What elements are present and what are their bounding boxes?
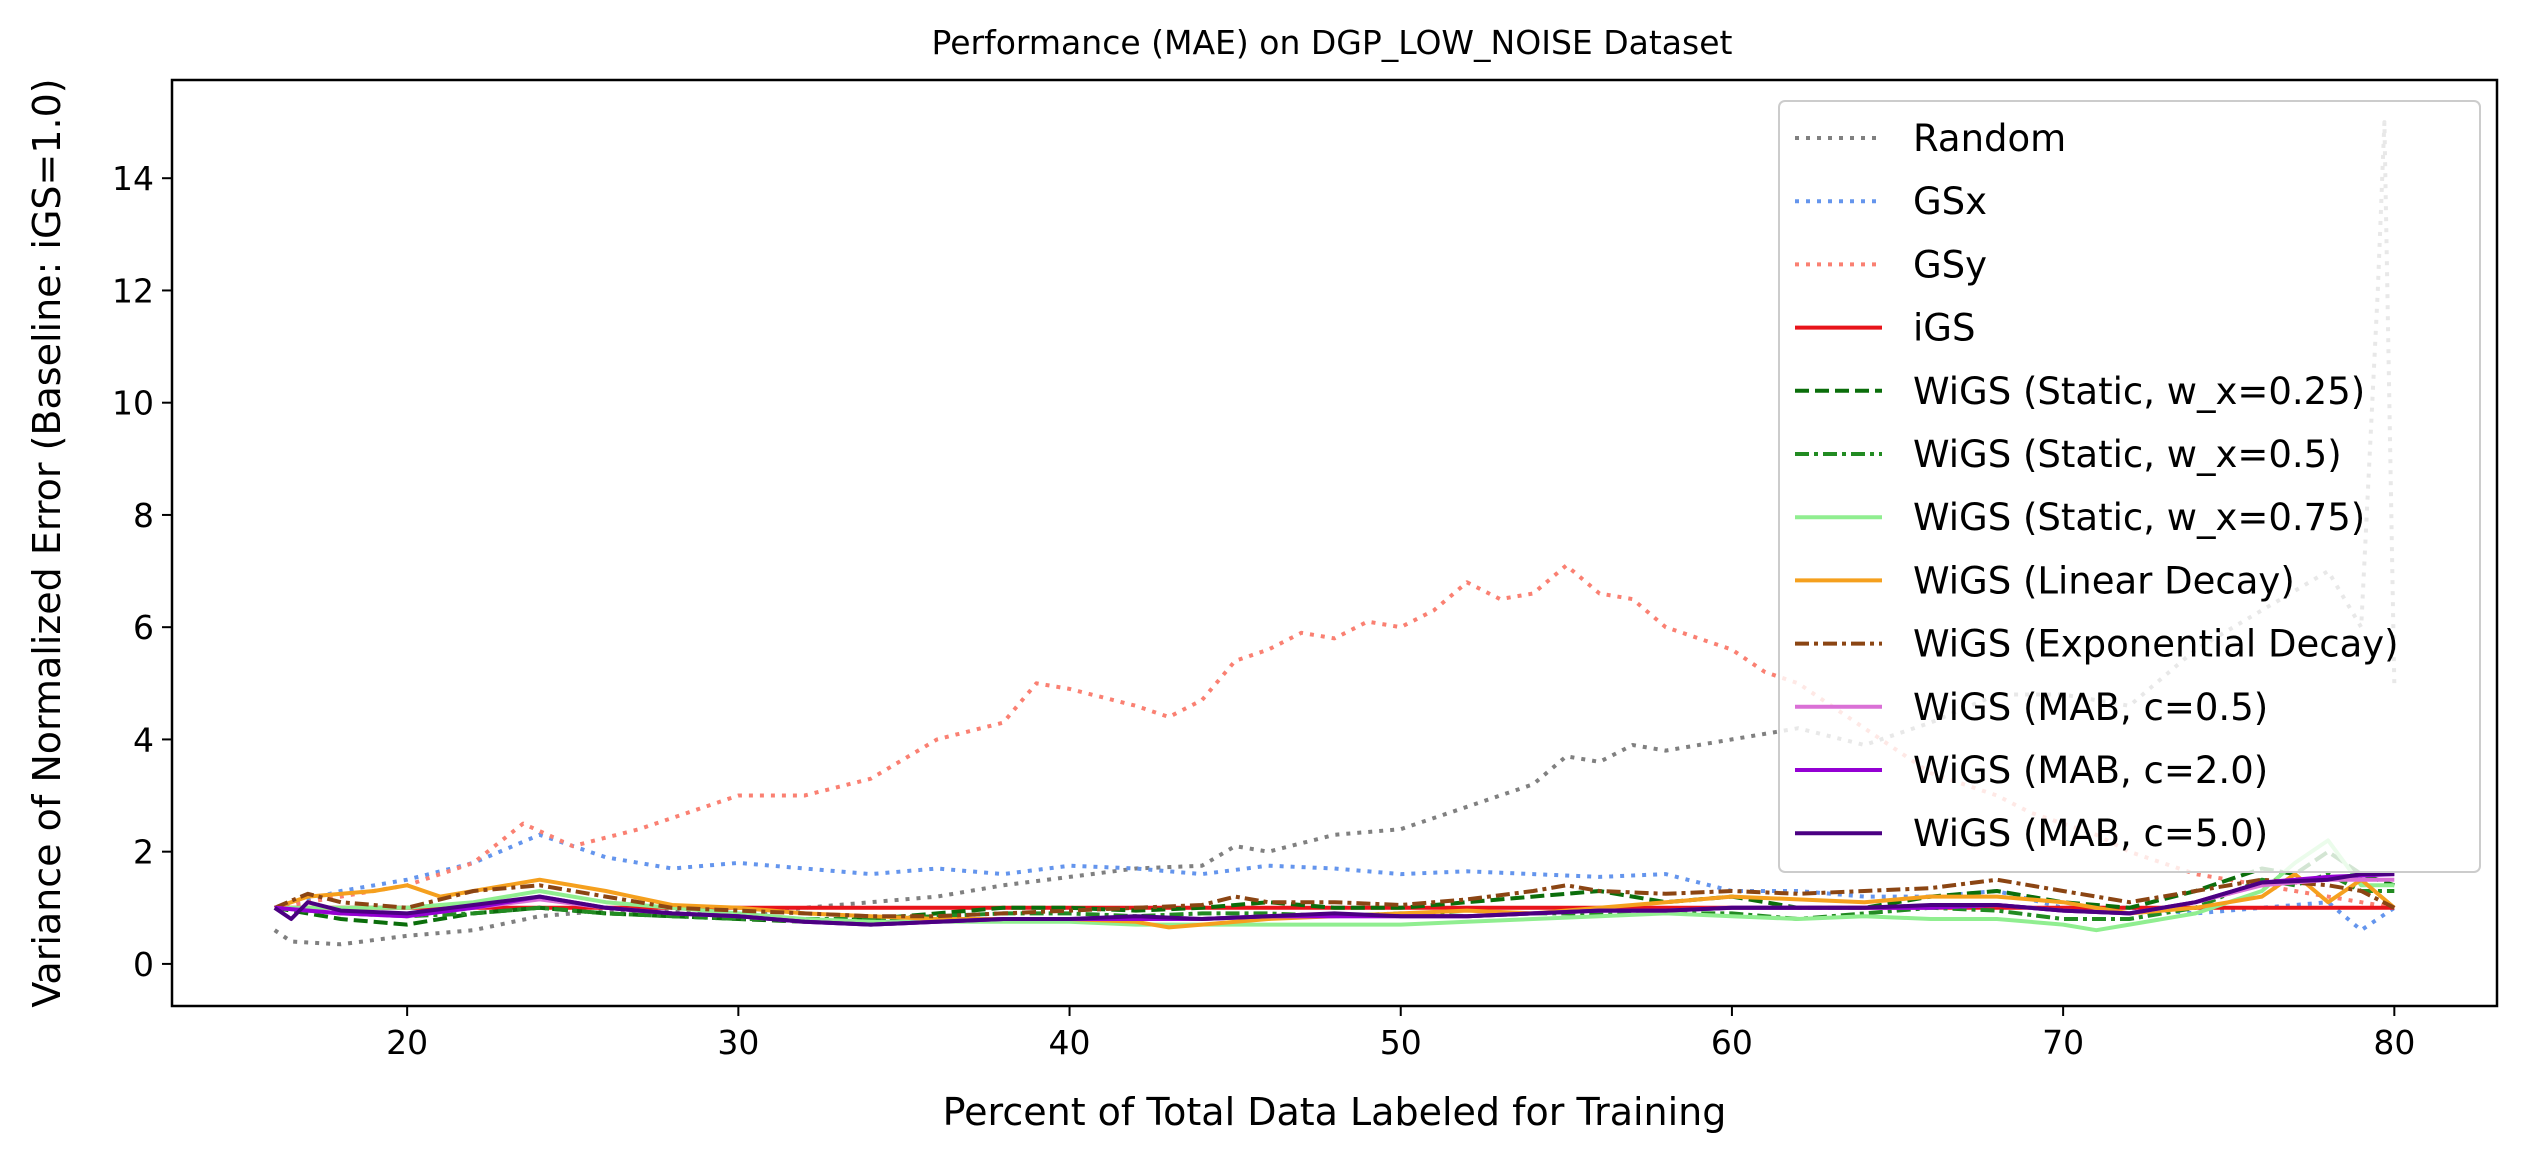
- y-tick-label: 0: [133, 945, 154, 984]
- x-tick-label: 70: [2042, 1023, 2084, 1062]
- y-tick-label: 14: [112, 159, 154, 198]
- series-line-1: [274, 832, 2396, 933]
- x-tick-label: 50: [1380, 1023, 1422, 1062]
- x-tick-label: 30: [717, 1023, 759, 1062]
- x-tick-label: 40: [1049, 1023, 1091, 1062]
- series-line-2: [274, 563, 2395, 910]
- x-tick-label: 80: [2373, 1023, 2415, 1062]
- series-line-4: [274, 849, 2395, 927]
- plot-frame: [170, 78, 2499, 1008]
- y-axis: 0 2 4 6 8 10 12 14: [112, 159, 172, 984]
- legend-label-1: GSx: [1913, 180, 1987, 223]
- x-axis-label: Percent of Total Data Labeled for Traini…: [943, 1090, 1727, 1134]
- x-tick-label: 60: [1711, 1023, 1753, 1062]
- y-tick-label: 10: [112, 384, 154, 423]
- series-line-8: [273, 877, 2396, 919]
- series-line-11: [273, 872, 2395, 927]
- legend: Random GSx GSy iGS WiGS (Static, w_x=0.25) Wi…: [1778, 100, 2481, 873]
- legend-label-8: WiGS (Exponential Decay): [1913, 623, 2399, 666]
- legend-label-11: WiGS (MAB, c=5.0): [1913, 812, 2268, 855]
- y-tick-label: 6: [133, 608, 154, 647]
- x-axis: 20 30 40 50 60 70 80: [386, 1006, 2415, 1062]
- legend-label-6: WiGS (Static, w_x=0.75): [1913, 496, 2365, 539]
- legend-label-2: GSy: [1913, 243, 1987, 286]
- legend-label-3: iGS: [1913, 307, 1975, 350]
- y-tick-label: 8: [133, 496, 154, 535]
- plot-area: [273, 120, 2397, 947]
- legend-label-0: Random: [1913, 117, 2066, 160]
- y-tick-label: 12: [112, 271, 154, 310]
- y-tick-label: 2: [133, 833, 154, 872]
- x-tick-label: 20: [386, 1023, 428, 1062]
- legend-label-5: WiGS (Static, w_x=0.5): [1913, 433, 2342, 476]
- legend-label-10: WiGS (MAB, c=2.0): [1913, 749, 2268, 792]
- legend-label-4: WiGS (Static, w_x=0.25): [1913, 370, 2365, 413]
- y-axis-label: Variance of Normalized Error (Baseline: …: [25, 78, 69, 1007]
- series-line-0: [273, 120, 2397, 947]
- legend-label-9: WiGS (MAB, c=0.5): [1913, 686, 2268, 729]
- legend-box: [1778, 100, 2481, 873]
- legend-label-7: WiGS (Linear Decay): [1913, 559, 2295, 602]
- y-tick-label: 4: [133, 720, 154, 759]
- chart-title: Performance (MAE) on DGP_LOW_NOISE Datas…: [932, 23, 1733, 62]
